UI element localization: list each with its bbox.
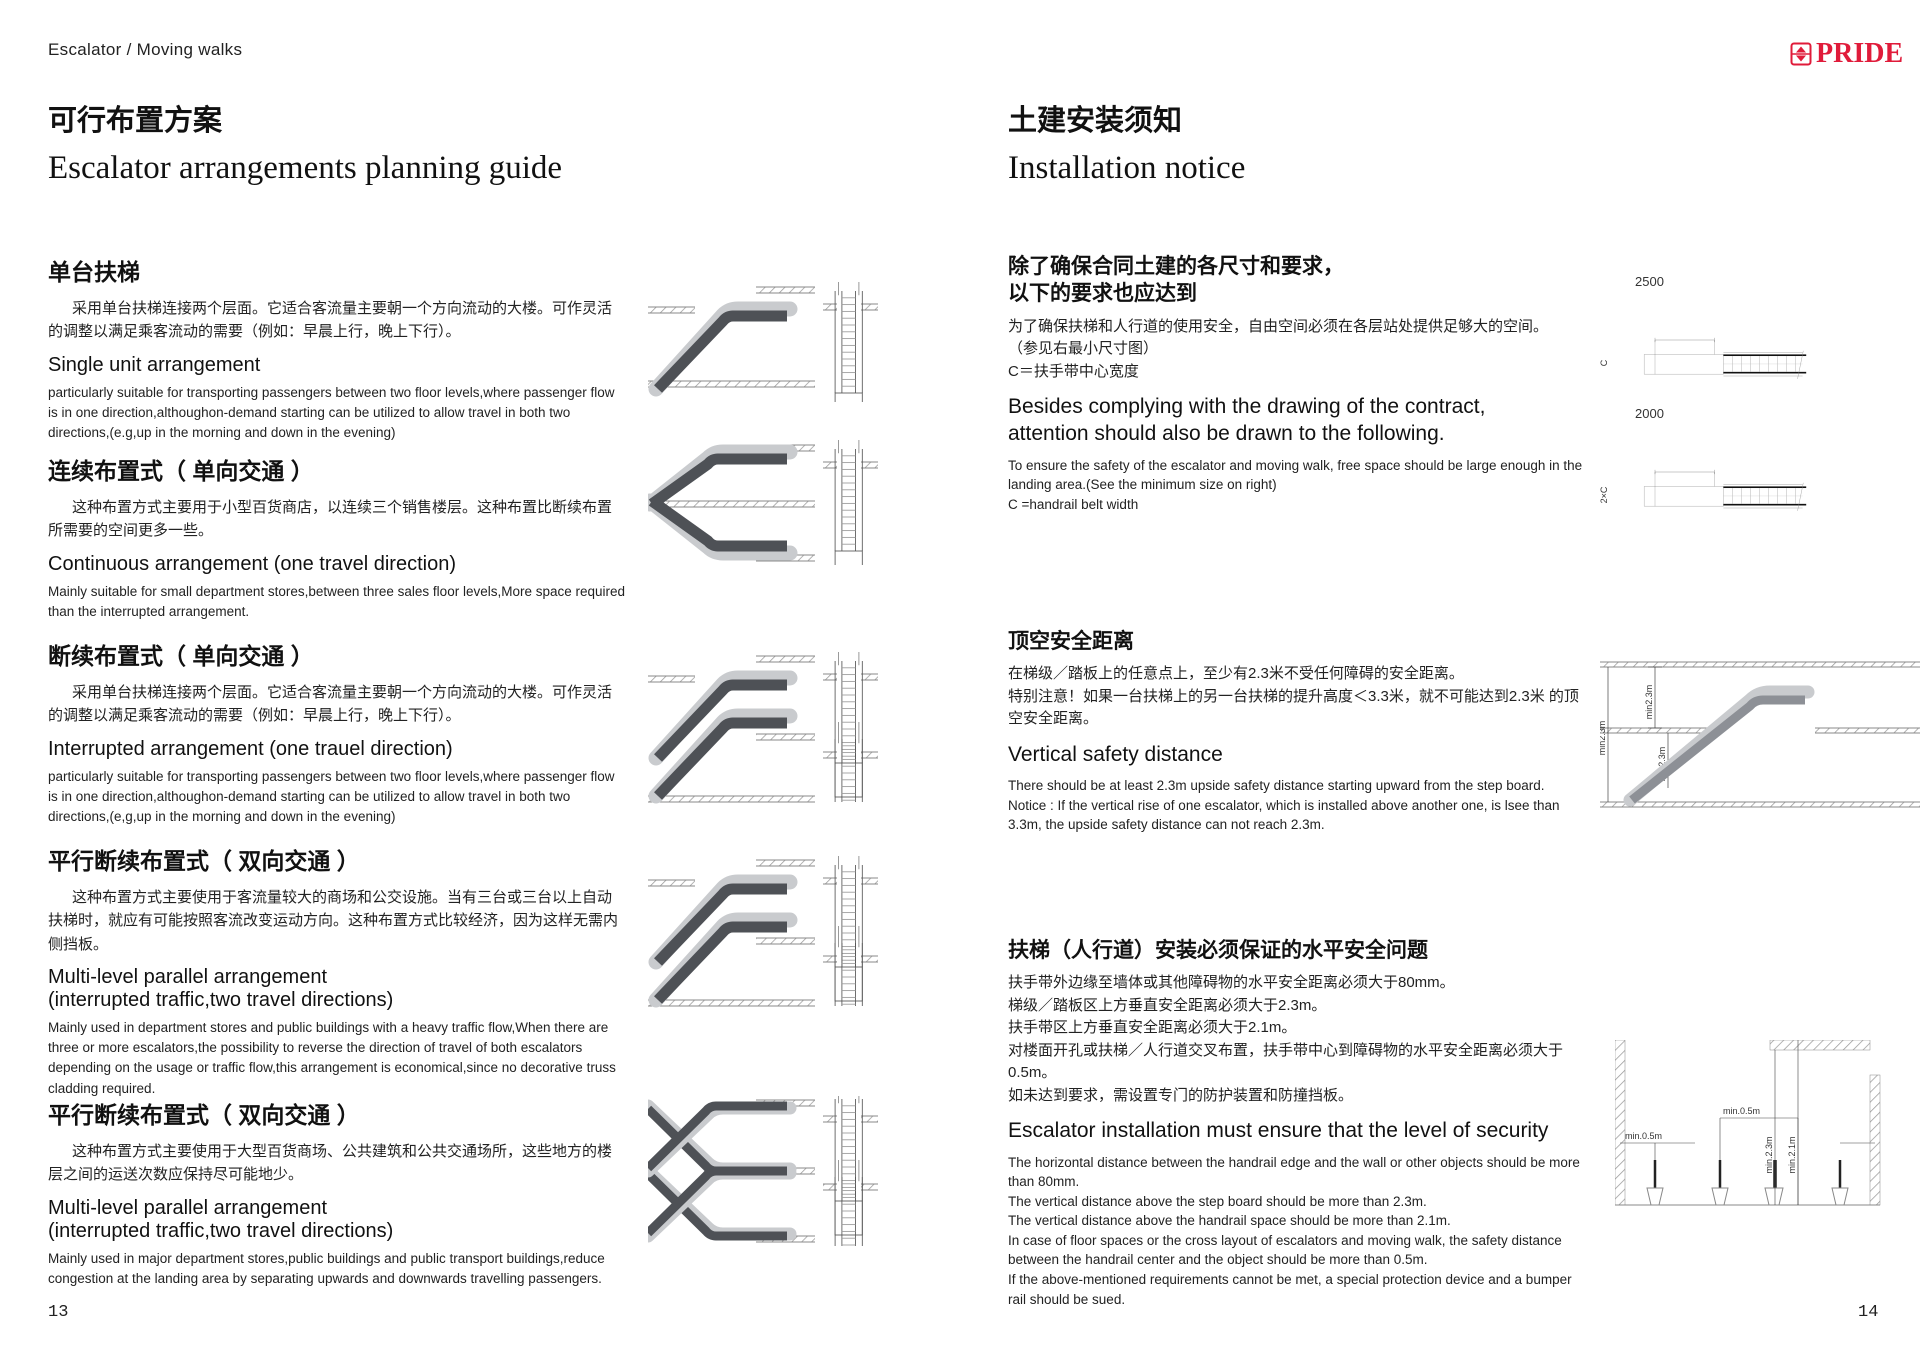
svg-text:min.2.3m: min.2.3m (1764, 1136, 1774, 1173)
svg-text:min.0.5m: min.0.5m (1723, 1106, 1760, 1116)
svg-text:min.2.1m: min.2.1m (1787, 1136, 1797, 1173)
svg-text:2000: 2000 (1635, 406, 1664, 421)
svg-text:2500: 2500 (1635, 274, 1664, 289)
svg-text:C: C (1599, 359, 1609, 366)
svg-text:2×C: 2×C (1599, 486, 1609, 503)
svg-text:min.0.5m: min.0.5m (1625, 1131, 1662, 1141)
svg-text:min2.3m: min2.3m (1600, 721, 1607, 756)
svg-text:min2.3m: min2.3m (1644, 685, 1654, 720)
